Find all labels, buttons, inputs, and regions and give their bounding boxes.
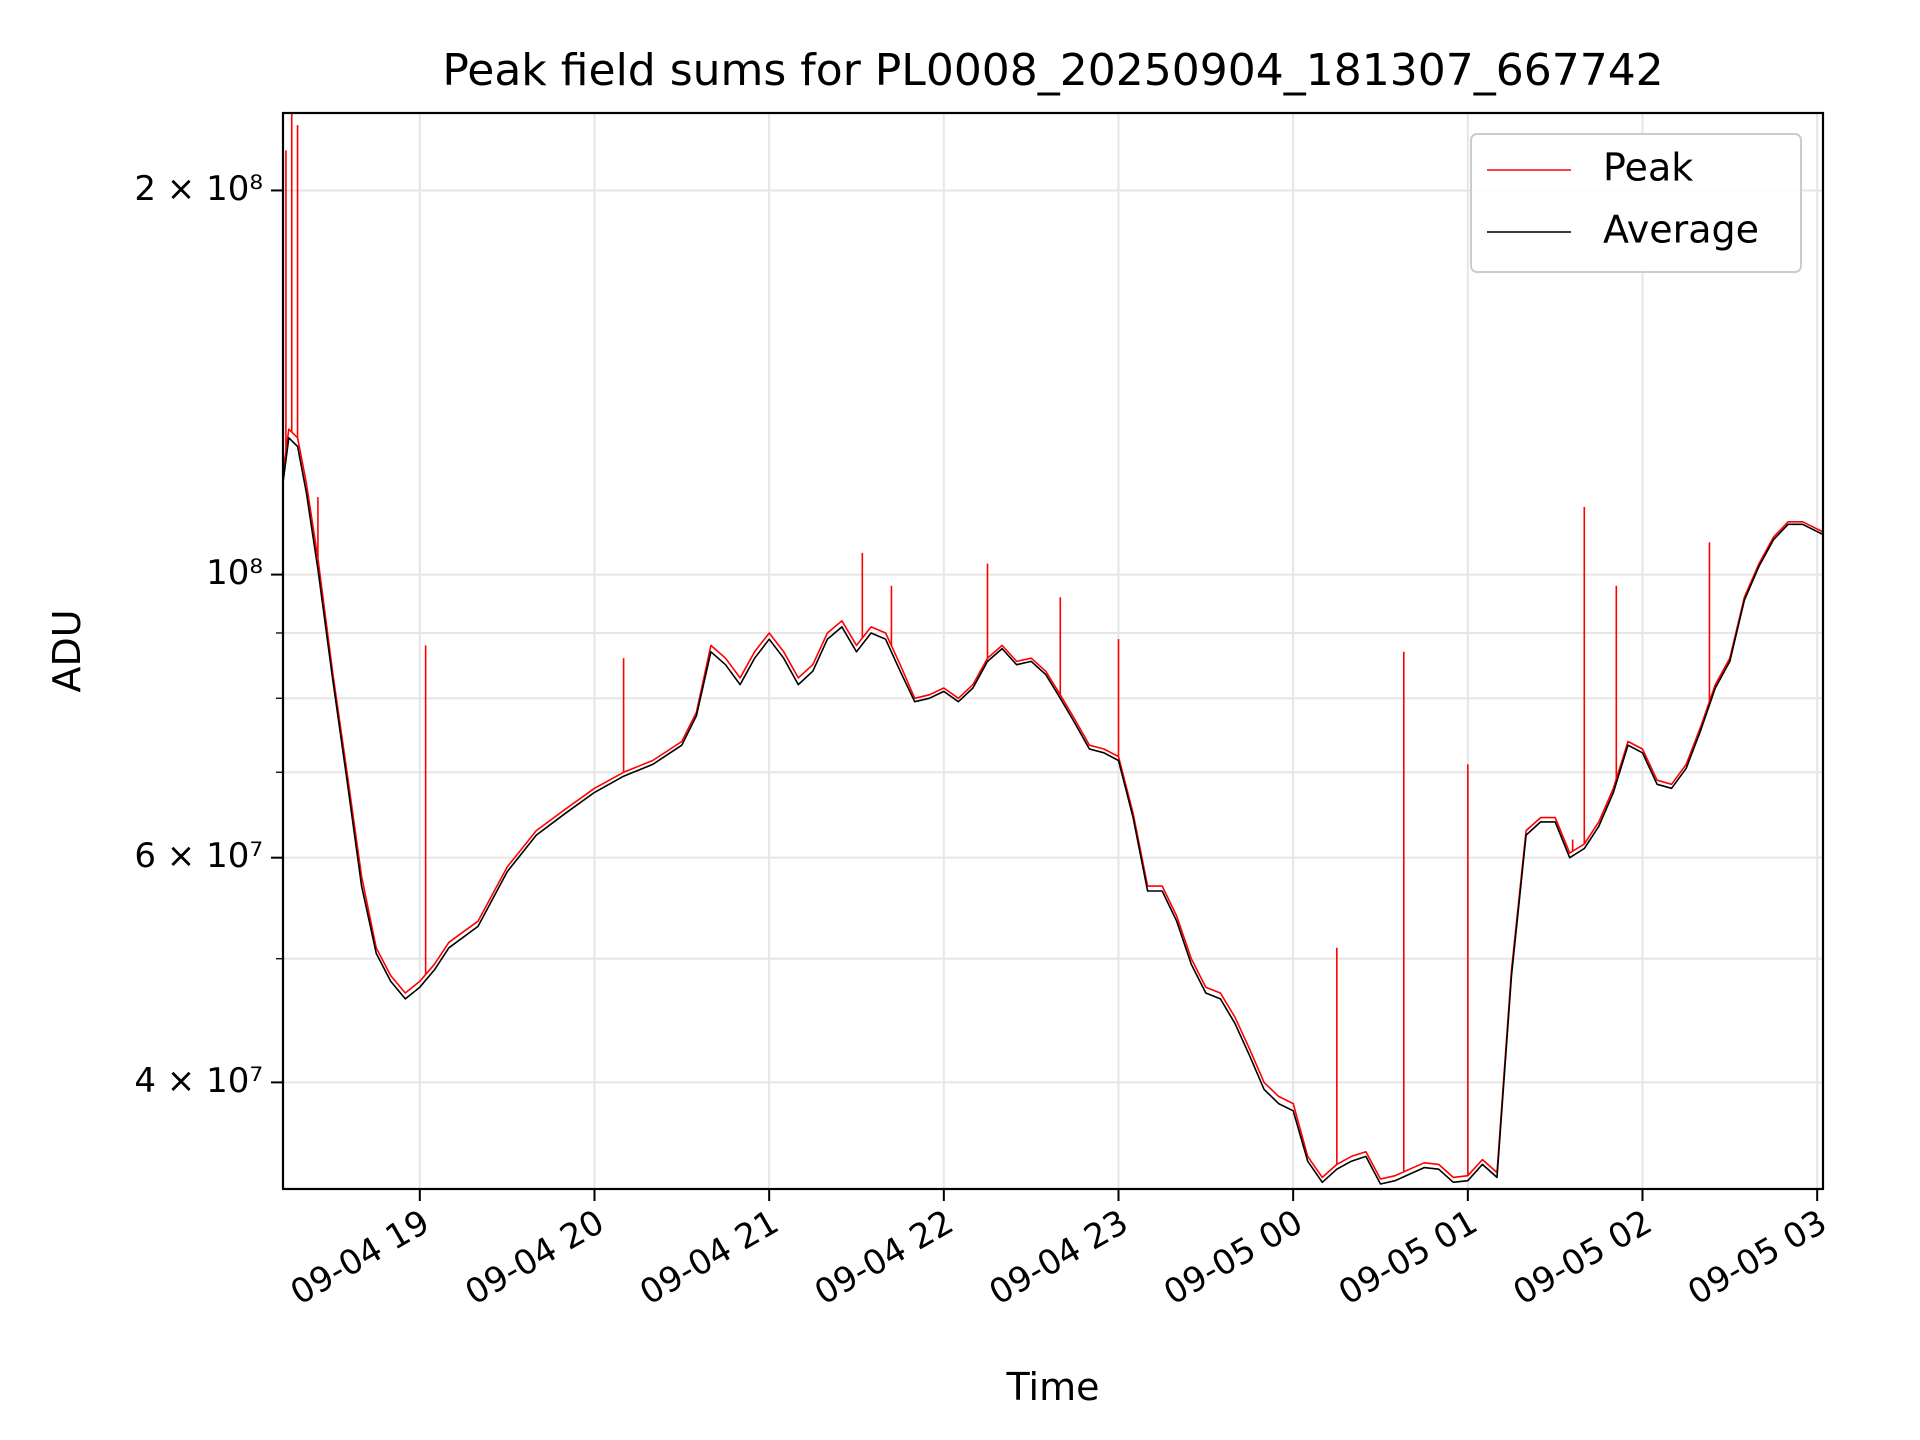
y-tick-label: 4 × 10⁷ bbox=[134, 1061, 263, 1101]
x-tick-label: 09-05 01 bbox=[1332, 1202, 1484, 1313]
x-tick-label: 09-04 22 bbox=[808, 1202, 960, 1313]
x-tick-label: 09-05 00 bbox=[1157, 1202, 1309, 1313]
y-tick-label: 6 × 10⁷ bbox=[134, 836, 263, 876]
chart-title: Peak field sums for PL0008_20250904_1813… bbox=[442, 45, 1663, 96]
series-line-average bbox=[282, 437, 1824, 1185]
x-tick-label: 09-04 21 bbox=[633, 1202, 785, 1313]
x-axis-label: Time bbox=[1006, 1365, 1100, 1409]
x-tick-label: 09-04 19 bbox=[284, 1202, 436, 1313]
x-axis: 09-04 19 09-04 20 09-04 21 09-04 22 09-04 23… bbox=[284, 1189, 1834, 1313]
y-axis-label: ADU bbox=[45, 609, 89, 692]
x-tick-label: 09-05 02 bbox=[1507, 1202, 1659, 1313]
plot-frame bbox=[281, 111, 1825, 1191]
y-axis: 4 × 10⁷ 6 × 10⁷ 10⁸ 2 × 10⁸ bbox=[134, 169, 283, 1101]
legend-box bbox=[1470, 133, 1802, 273]
x-tick-label: 09-04 20 bbox=[459, 1202, 611, 1313]
series-layer bbox=[282, 113, 1824, 1185]
y-tick-label: 2 × 10⁸ bbox=[134, 169, 263, 209]
legend: Peak Average bbox=[1470, 133, 1802, 273]
y-tick-label: 10⁸ bbox=[206, 553, 263, 593]
legend-label-average: Average bbox=[1603, 208, 1759, 252]
grid bbox=[283, 113, 1823, 1189]
x-tick-label: 09-04 23 bbox=[983, 1202, 1135, 1313]
legend-label-peak: Peak bbox=[1603, 146, 1693, 190]
series-line-peak bbox=[282, 428, 1824, 1180]
x-tick-label: 09-05 03 bbox=[1681, 1202, 1833, 1313]
